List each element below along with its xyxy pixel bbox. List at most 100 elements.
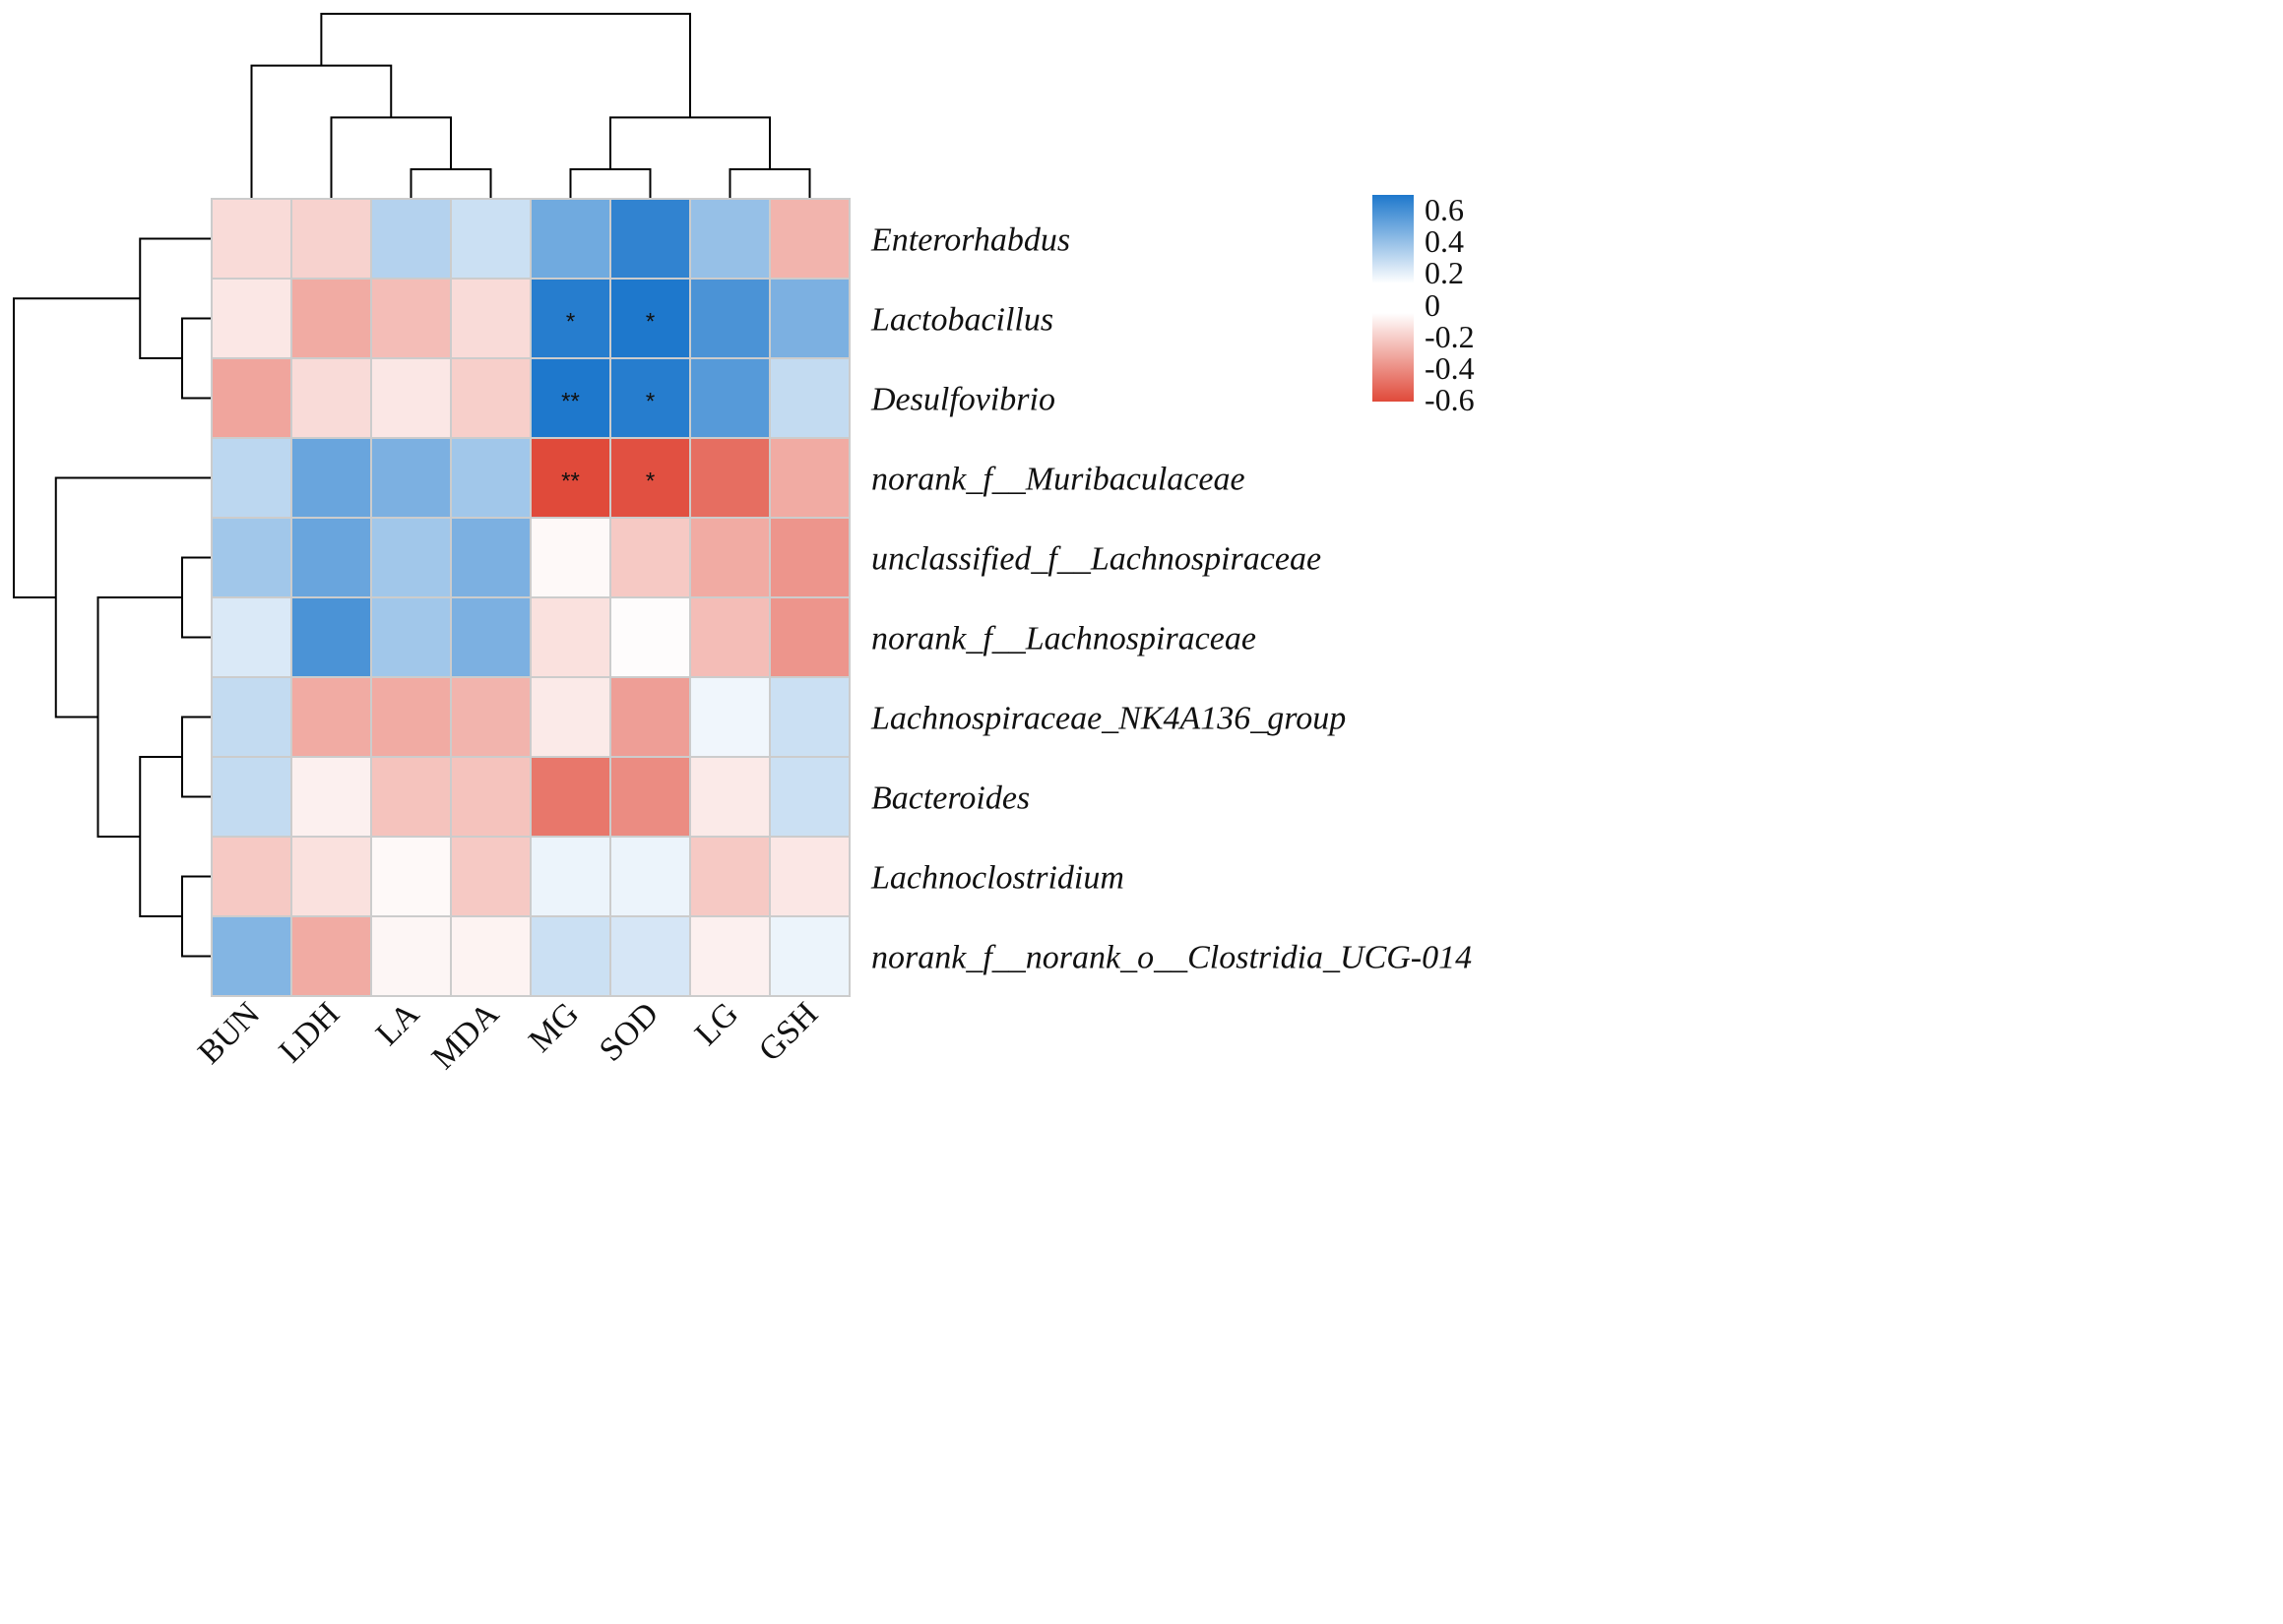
significance-mark: ** — [561, 389, 580, 415]
column-label: MDA — [425, 995, 507, 1077]
heatmap-cell — [211, 915, 292, 997]
heatmap-cell — [290, 437, 372, 519]
heatmap-cell — [211, 517, 292, 598]
heatmap-cell — [530, 836, 611, 917]
heatmap-cell — [290, 357, 372, 439]
significance-mark: * — [646, 468, 655, 495]
row-label: Desulfovibrio — [870, 382, 1055, 418]
dendrogram-branch — [609, 116, 771, 169]
dendrogram-branch — [320, 13, 691, 118]
heatmap-cell — [450, 357, 532, 439]
significance-marks: * *** *** * — [561, 309, 655, 495]
row-label: Enterorhabdus — [870, 222, 1070, 259]
heatmap-cell — [530, 915, 611, 997]
heatmap-cell — [609, 756, 691, 838]
dendrogram-branch — [13, 297, 141, 598]
significance-mark: * — [646, 389, 655, 415]
heatmap-cell — [530, 676, 611, 758]
heatmap-cell — [689, 676, 771, 758]
column-label: LG — [688, 995, 745, 1052]
heatmap-cell — [530, 756, 611, 838]
legend-tick-pos-0: 0.6 — [1425, 192, 1464, 227]
heatmap-cells — [211, 198, 851, 997]
heatmap-cell — [290, 596, 372, 678]
heatmap-cell — [370, 915, 452, 997]
column-label: LDH — [273, 995, 348, 1070]
heatmap-cell — [609, 676, 691, 758]
dendrogram-branch — [250, 64, 393, 199]
heatmap-cell — [689, 198, 771, 280]
heatmap-cell — [370, 517, 452, 598]
heatmap-cell — [370, 198, 452, 280]
row-label: Lactobacillus — [870, 302, 1053, 339]
heatmap-cell — [609, 596, 691, 678]
significance-mark: * — [646, 309, 655, 336]
heatmap-cell — [211, 596, 292, 678]
heatmap-cell — [290, 278, 372, 359]
heatmap-cell — [769, 915, 851, 997]
dendrogram-branch — [410, 168, 492, 199]
correlation-heatmap: * * ** * ** * Enterorhabdus Lactobacillus Desul… — [0, 0, 1544, 1096]
heatmap-cell — [609, 198, 691, 280]
dendrogram-branch — [181, 556, 212, 639]
dendrogram-branch — [139, 756, 182, 917]
legend-tick-neg-2: -0.6 — [1425, 382, 1475, 417]
heatmap-cell — [689, 596, 771, 678]
heatmap-cell — [450, 198, 532, 280]
heatmap-cell — [609, 915, 691, 997]
heatmap-cell — [769, 596, 851, 678]
row-label: Lachnospiraceae_NK4A136_group — [870, 701, 1346, 737]
heatmap-cell — [450, 915, 532, 997]
column-dendrogram — [250, 13, 811, 199]
heatmap-cell — [450, 437, 532, 519]
heatmap-cell — [450, 756, 532, 838]
significance-mark: ** — [561, 468, 580, 495]
heatmap-cell — [689, 437, 771, 519]
heatmap-cell — [689, 357, 771, 439]
heatmap-cell — [769, 198, 851, 280]
heatmap-cell — [530, 198, 611, 280]
heatmap-cell — [370, 756, 452, 838]
legend-tick-neg-0: -0.2 — [1425, 319, 1475, 354]
column-label: LA — [369, 995, 427, 1053]
heatmap-cell — [370, 596, 452, 678]
heatmap-cell — [211, 437, 292, 519]
heatmap-cell — [450, 517, 532, 598]
heatmap-cell — [450, 836, 532, 917]
row-label: Lachnoclostridium — [870, 860, 1124, 897]
heatmap-cell — [689, 756, 771, 838]
legend-tick-neg-1: -0.4 — [1425, 350, 1475, 386]
heatmap-cell — [290, 676, 372, 758]
heatmap-cell — [769, 517, 851, 598]
legend-tick-pos-2: 0.2 — [1425, 255, 1464, 290]
dendrogram-branch — [181, 317, 212, 400]
heatmap-cell — [450, 596, 532, 678]
heatmap-cell — [211, 756, 292, 838]
heatmap-cell — [290, 198, 372, 280]
dendrogram-branch — [569, 168, 652, 199]
heatmap-cell — [211, 676, 292, 758]
heatmap-cell — [769, 437, 851, 519]
heatmap-cell — [609, 517, 691, 598]
heatmap-cell — [689, 517, 771, 598]
heatmap-cell — [689, 915, 771, 997]
column-label: MG — [522, 995, 586, 1059]
heatmap-cell — [290, 517, 372, 598]
heatmap-cell — [211, 278, 292, 359]
heatmap-cell — [211, 198, 292, 280]
heatmap-cell — [290, 915, 372, 997]
row-dendrogram — [13, 237, 212, 958]
heatmap-cell — [769, 676, 851, 758]
row-labels: Enterorhabdus Lactobacillus Desulfovibrio n… — [870, 222, 1472, 976]
heatmap-cell — [530, 517, 611, 598]
heatmap-cell — [530, 357, 611, 439]
row-label: norank_f__Lachnospiraceae — [871, 621, 1256, 657]
column-label: BUN — [191, 995, 267, 1071]
heatmap-cell — [689, 836, 771, 917]
legend-tick-zero: 0 — [1425, 287, 1440, 323]
heatmap-cell — [290, 756, 372, 838]
heatmap-cell — [769, 836, 851, 917]
heatmap-cell — [609, 278, 691, 359]
row-label: norank_f__norank_o__Clostridia_UCG-014 — [871, 940, 1472, 976]
